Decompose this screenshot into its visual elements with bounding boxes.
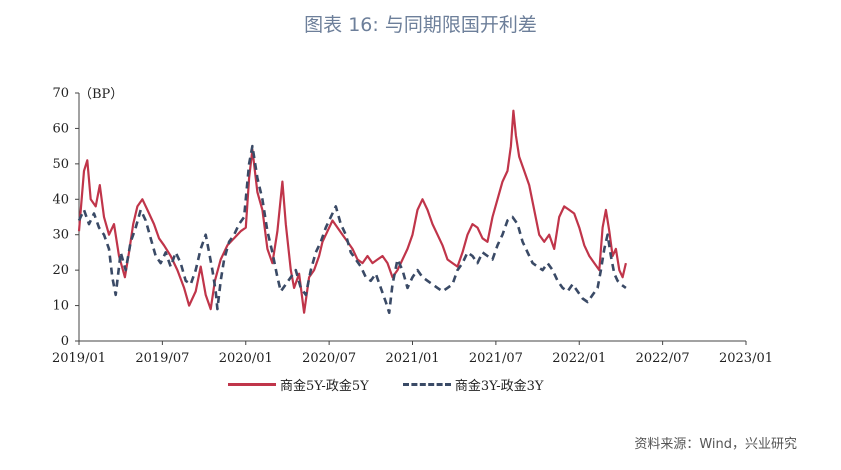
y-tick-label: 50 bbox=[52, 157, 69, 172]
x-tick-label: 2020/01 bbox=[219, 351, 273, 366]
chart-title: 图表 16: 与同期限国开利差 bbox=[304, 14, 537, 36]
y-tick-label: 0 bbox=[61, 334, 69, 349]
chart-tick-layer: 0 10 20 30 40 50 60 70 2019/01 2019/07 2020/01 2020… bbox=[52, 86, 773, 366]
y-tick-label: 70 bbox=[52, 86, 69, 101]
x-tick-label: 2019/01 bbox=[52, 351, 106, 366]
x-tick-label: 2022/07 bbox=[636, 351, 690, 366]
x-tick-label: 2020/07 bbox=[302, 351, 356, 366]
y-axis-unit-label: （BP） bbox=[79, 87, 123, 102]
legend-swatch-5y bbox=[228, 383, 276, 386]
legend-swatch-3y bbox=[402, 383, 451, 386]
legend-label-5y: 商金5Y-政金5Y bbox=[280, 379, 369, 394]
chart-legend: 商金5Y-政金5Y 商金3Y-政金3Y bbox=[228, 375, 573, 394]
legend-item-5y: 商金5Y-政金5Y bbox=[228, 375, 369, 394]
y-tick-label: 40 bbox=[52, 192, 69, 207]
source-note: 资料来源：Wind，兴业研究 bbox=[634, 437, 797, 452]
legend-label-3y: 商金3Y-政金3Y bbox=[454, 379, 544, 394]
x-tick-label: 2021/01 bbox=[385, 351, 439, 366]
series-line-3y bbox=[77, 144, 627, 314]
legend-item-3y: 商金3Y-政金3Y bbox=[402, 375, 544, 394]
x-tick-label: 2019/07 bbox=[135, 351, 189, 366]
y-tick-label: 20 bbox=[52, 263, 69, 278]
y-tick-label: 10 bbox=[52, 299, 69, 314]
chart-axes bbox=[78, 93, 746, 342]
x-tick-label: 2022/01 bbox=[552, 351, 606, 366]
x-tick-label: 2023/01 bbox=[719, 351, 773, 366]
y-tick-label: 60 bbox=[52, 121, 69, 136]
chart-series-layer bbox=[77, 109, 627, 314]
x-tick-label: 2021/07 bbox=[469, 351, 523, 366]
series-line-5y bbox=[77, 109, 627, 314]
y-tick-label: 30 bbox=[52, 228, 69, 243]
